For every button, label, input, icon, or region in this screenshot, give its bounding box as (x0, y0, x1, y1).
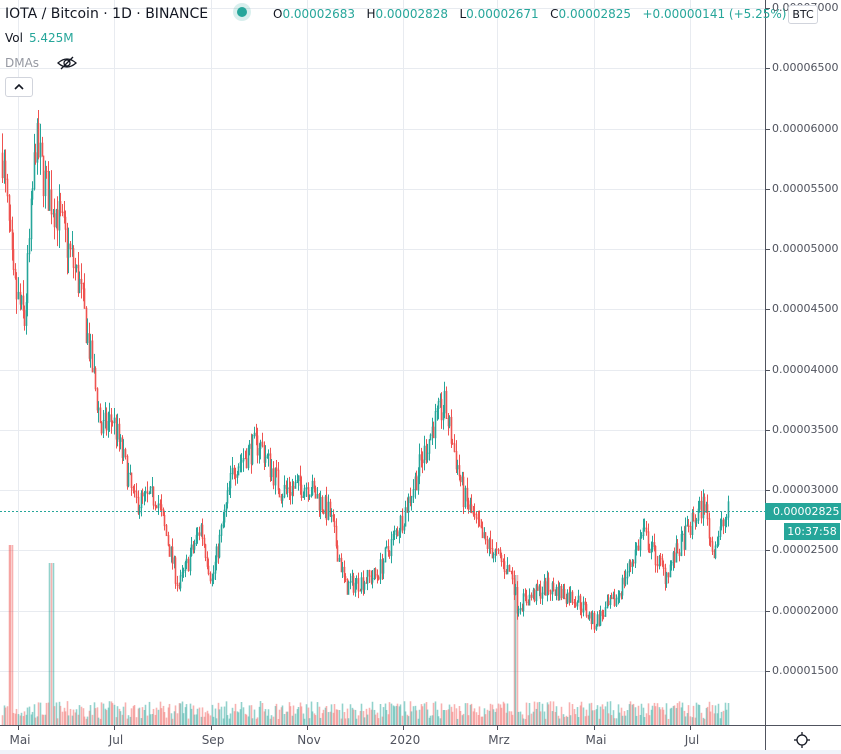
price-axis-label: 0.00003000 (772, 482, 839, 496)
low-value: 0.00002671 (466, 7, 539, 21)
indicator-label: DMAs (5, 56, 40, 70)
indicator-legend[interactable]: DMAs (5, 56, 77, 73)
time-axis-label: Nov (297, 733, 321, 747)
low-label: L (459, 7, 467, 21)
price-axis-label: 0.00002000 (772, 603, 839, 617)
time-axis-label: Jul (108, 733, 124, 747)
settings-gear-icon[interactable] (793, 731, 811, 753)
eye-hidden-icon[interactable] (56, 56, 77, 73)
time-axis-label: Mrz (488, 733, 510, 747)
price-axis-label: 0.00005000 (772, 241, 839, 255)
time-axis-label: Jul (684, 733, 700, 747)
price-axis-label: 0.00002500 (772, 542, 839, 556)
time-axis-label: Mai (9, 733, 31, 747)
currency-badge[interactable]: BTC (788, 5, 818, 24)
price-axis-label: 0.00001500 (772, 663, 839, 677)
price-axis-label: 0.00003500 (772, 422, 839, 436)
time-axis-label: Sep (201, 733, 225, 747)
collapse-legend-button[interactable] (5, 77, 33, 97)
high-value: 0.00002828 (375, 7, 448, 21)
close-label: C (550, 7, 559, 21)
volume-legend[interactable]: Vol 5.425M (5, 31, 74, 45)
volume-label: Vol (5, 31, 23, 45)
candlesticks (1, 110, 730, 633)
open-label: O (273, 7, 283, 21)
close-value: 0.00002825 (558, 7, 632, 21)
open-value: 0.00002683 (282, 7, 355, 21)
time-axis-ticks (18, 725, 691, 730)
chart-legend: IOTA / Bitcoin · 1D · BINANCE O0.0000268… (5, 6, 793, 22)
volume-value: 5.425M (28, 31, 74, 45)
bottom-border (0, 750, 841, 754)
high-label: H (366, 7, 376, 21)
chevron-up-icon (14, 84, 24, 90)
symbol-title[interactable]: IOTA / Bitcoin · 1D · BINANCE (5, 6, 209, 22)
volume-bars (1, 545, 730, 725)
time-axis-label: Mai (585, 733, 607, 747)
last-price-tag: 0.00002825 (765, 503, 841, 520)
time-axis-label: 2020 (389, 733, 421, 747)
price-axis-label: 0.00006000 (772, 121, 839, 135)
price-axis-label: 0.00006500 (772, 60, 839, 74)
countdown-tag: 10:37:58 (784, 523, 840, 540)
price-axis-ticks (765, 8, 770, 672)
price-axis-label: 0.00004500 (772, 301, 839, 315)
price-axis-label: 0.00005500 (772, 181, 839, 195)
market-status-icon (236, 7, 247, 17)
price-axis-label: 0.00004000 (772, 362, 839, 376)
grid-lines (0, 0, 765, 725)
change-value: +0.00000141 (+5.25%) (642, 7, 787, 21)
